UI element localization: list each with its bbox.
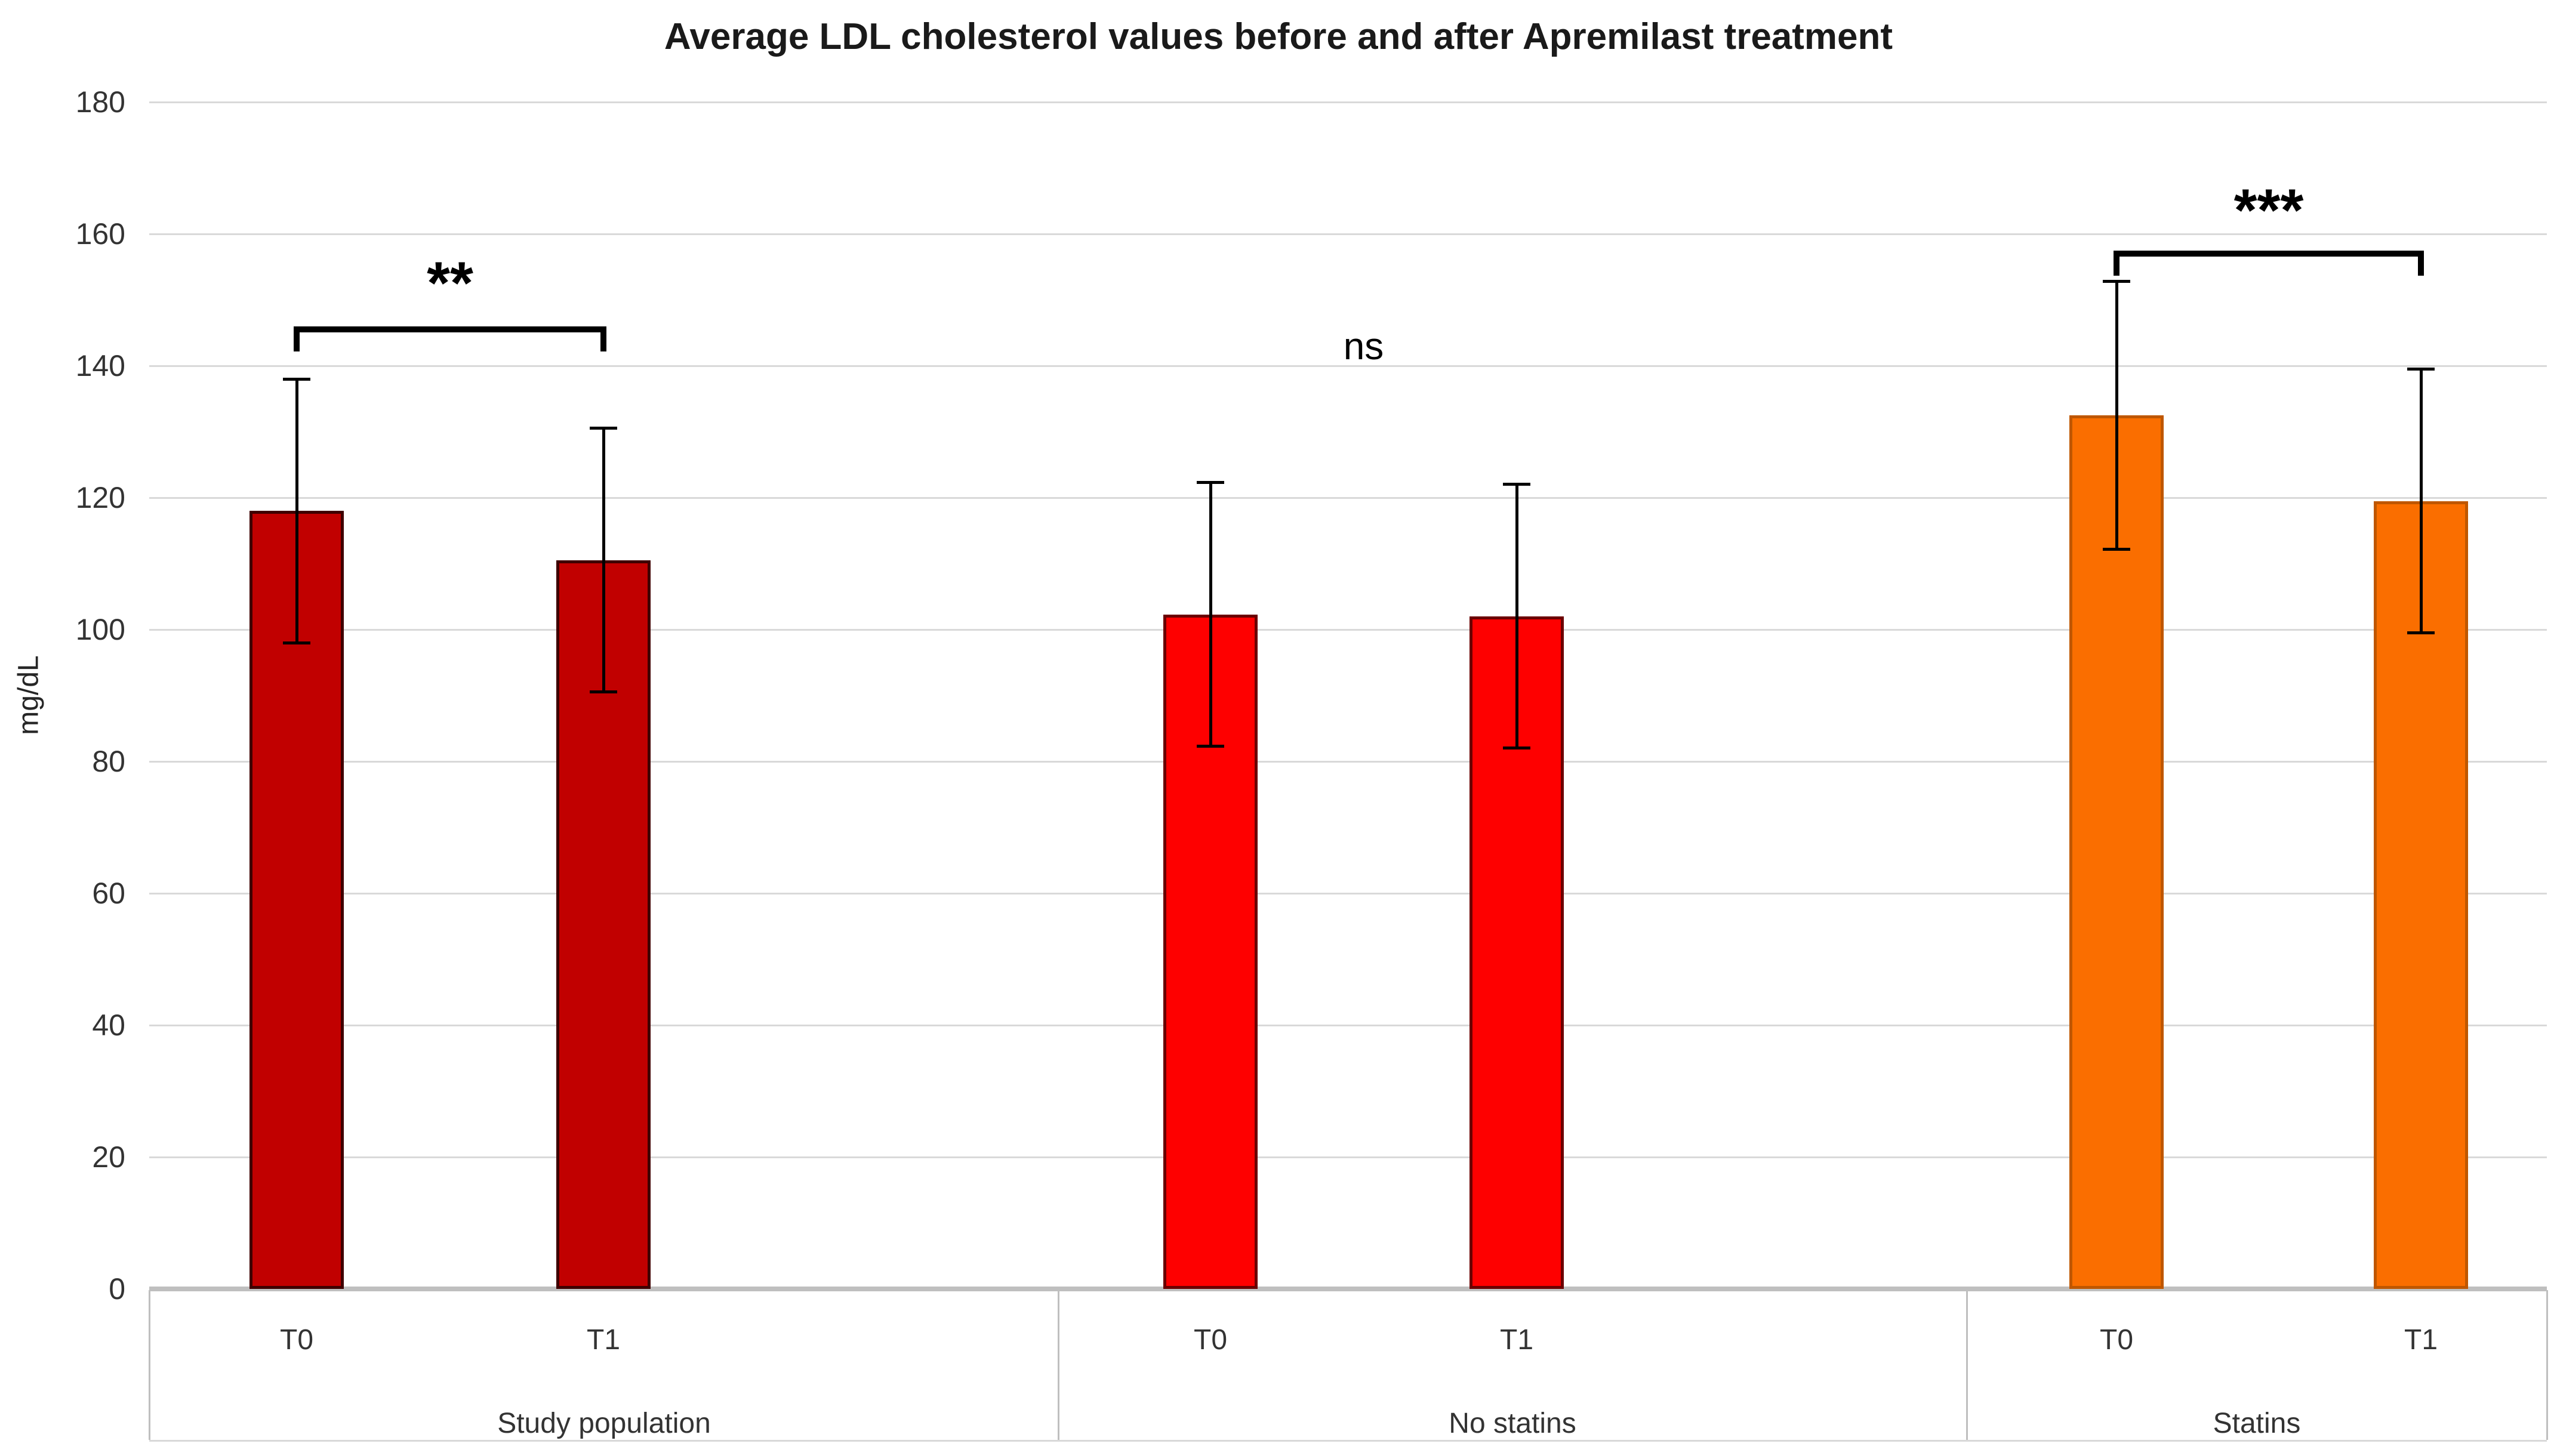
gridline-140 xyxy=(149,365,2547,367)
error-bar-cap-bottom-statins-t0 xyxy=(2103,547,2130,551)
y-tick-100: 100 xyxy=(75,613,125,646)
y-tick-80: 80 xyxy=(92,745,125,778)
category-separator-2 xyxy=(1965,1290,1968,1440)
y-tick-0: 0 xyxy=(109,1272,125,1306)
significance-label-no-statins: ns xyxy=(1343,324,1384,368)
y-tick-40: 40 xyxy=(92,1008,125,1042)
group-label-no-statins: No statins xyxy=(1449,1408,1576,1439)
gridline-100 xyxy=(149,628,2547,631)
error-bar-cap-top-statins-t1 xyxy=(2407,368,2435,371)
gridline-120 xyxy=(149,496,2547,499)
error-bar-cap-bottom-study-population-t0 xyxy=(283,641,310,644)
gridline-40 xyxy=(149,1024,2547,1026)
error-bar-cap-bottom-no-statins-t0 xyxy=(1197,745,1224,748)
error-bar-cap-top-no-statins-t0 xyxy=(1197,481,1224,485)
x-axis-line xyxy=(149,1287,2547,1291)
y-tick-140: 140 xyxy=(75,349,125,382)
category-label-no-statins-t0: T0 xyxy=(1193,1324,1228,1356)
significance-label-study-population: ** xyxy=(427,249,473,317)
category-separator-1 xyxy=(1057,1290,1059,1440)
category-separator-0 xyxy=(148,1290,150,1440)
significance-bracket-study-population xyxy=(294,326,606,351)
category-label-statins-t0: T0 xyxy=(2099,1324,2134,1356)
error-bar-statins-t1 xyxy=(2419,369,2423,633)
error-bar-cap-bottom-no-statins-t1 xyxy=(1503,746,1530,750)
category-label-no-statins-t1: T1 xyxy=(1499,1324,1534,1356)
gridline-20 xyxy=(149,1156,2547,1158)
error-bar-study-population-t0 xyxy=(295,379,298,643)
error-bar-no-statins-t1 xyxy=(1515,484,1518,748)
error-bar-no-statins-t0 xyxy=(1209,482,1212,746)
error-bar-cap-top-statins-t0 xyxy=(2103,280,2130,283)
gridline-160 xyxy=(149,233,2547,235)
error-bar-statins-t0 xyxy=(2115,281,2118,550)
y-tick-20: 20 xyxy=(92,1140,125,1174)
chart-title: Average LDL cholesterol values before an… xyxy=(664,16,1893,57)
category-label-study-population-t0: T0 xyxy=(279,1324,314,1356)
gridline-80 xyxy=(149,760,2547,763)
y-tick-180: 180 xyxy=(75,85,125,119)
gridline-180 xyxy=(149,101,2547,103)
error-bar-cap-top-no-statins-t1 xyxy=(1503,483,1530,486)
group-label-statins: Statins xyxy=(2213,1408,2301,1439)
error-bar-cap-bottom-statins-t1 xyxy=(2407,631,2435,635)
axis-bottom-line xyxy=(149,1440,2547,1442)
y-tick-120: 120 xyxy=(75,481,125,514)
category-separator-3 xyxy=(2546,1290,2548,1440)
error-bar-cap-top-study-population-t1 xyxy=(590,427,617,430)
y-axis-label: mg/dL xyxy=(13,655,45,735)
error-bar-cap-bottom-study-population-t1 xyxy=(590,690,617,694)
y-tick-60: 60 xyxy=(92,877,125,910)
bar-statins-t0 xyxy=(2069,415,2164,1289)
category-label-study-population-t1: T1 xyxy=(586,1324,621,1356)
error-bar-cap-top-study-population-t0 xyxy=(283,377,310,381)
category-label-statins-t1: T1 xyxy=(2404,1324,2438,1356)
significance-bracket-statins xyxy=(2114,250,2424,276)
group-label-study-population: Study population xyxy=(497,1408,711,1439)
significance-label-statins: *** xyxy=(2233,177,2304,244)
gridline-60 xyxy=(149,892,2547,894)
error-bar-study-population-t1 xyxy=(602,428,605,692)
y-tick-160: 160 xyxy=(75,217,125,251)
